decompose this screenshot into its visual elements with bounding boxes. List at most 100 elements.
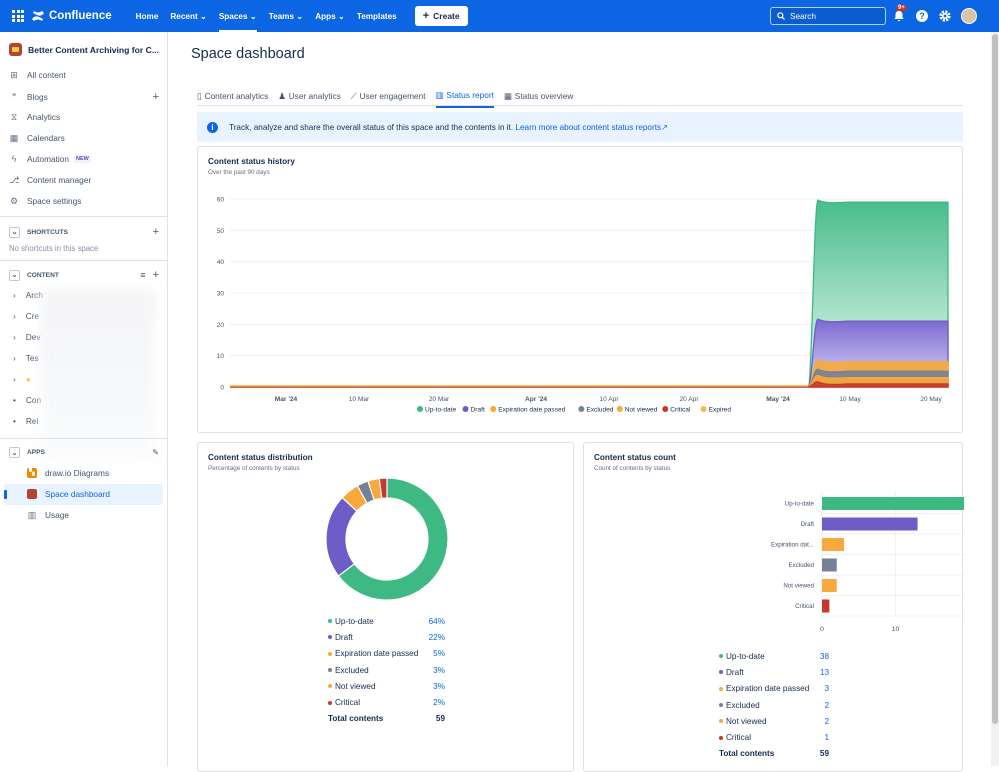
chevron-down-icon[interactable]: ⌄: [9, 447, 20, 458]
donut-slice-up-to-date: [337, 478, 449, 601]
apps-section-header[interactable]: ⌄ APPS ✎: [9, 447, 159, 458]
row-label: Up-to-date: [335, 616, 374, 626]
create-button[interactable]: + Create: [414, 6, 468, 26]
nav-home[interactable]: Home: [135, 11, 159, 21]
sidebar-item-blogs[interactable]: ” Blogs +: [9, 91, 159, 103]
app-switcher-icon[interactable]: [12, 10, 24, 22]
app-name: Confluence: [49, 10, 112, 22]
x-tick-label: 20 Apr: [679, 396, 699, 403]
row-value-link[interactable]: 5%: [433, 649, 445, 659]
sidebar-item-label: Usage: [45, 510, 69, 520]
sidebar-item-automation[interactable]: ϟ Automation NEW: [9, 154, 91, 164]
card-subtitle: Count of contents by status: [594, 465, 671, 472]
row-value-link[interactable]: 22%: [428, 632, 445, 642]
y-tick-label: 40: [217, 259, 225, 266]
person-icon: ♟: [278, 91, 286, 101]
tab-user-analytics[interactable]: ♟ User analytics: [278, 90, 341, 108]
row-label: Excluded: [726, 700, 760, 710]
row-name: Excluded: [719, 701, 760, 710]
nav-apps[interactable]: Apps ⌄: [309, 0, 351, 32]
tab-status-report[interactable]: ▥ Status report: [435, 90, 494, 108]
sidebar-app-space-dashboard[interactable]: Space dashboard: [27, 489, 110, 499]
nav-spaces[interactable]: Spaces ⌄: [213, 0, 263, 32]
status-dot-icon: [328, 651, 332, 656]
nav-teams[interactable]: Teams ⌄: [263, 0, 310, 32]
bullet-icon: •: [13, 416, 16, 426]
sidebar-item-label: Space dashboard: [45, 489, 111, 499]
row-name: Draft: [328, 633, 353, 642]
tree-item[interactable]: › Arch: [13, 290, 43, 300]
legend-label: Up-to-date: [425, 407, 456, 414]
content-title: CONTENT: [27, 271, 59, 279]
row-value-link[interactable]: 13: [819, 667, 829, 677]
settings-gear-icon[interactable]: [938, 9, 952, 23]
sidebar-app-usage[interactable]: ▥ Usage: [27, 510, 69, 520]
chevron-down-icon[interactable]: ⌄: [9, 269, 20, 281]
y-category-label: Draft: [801, 521, 815, 528]
tree-item[interactable]: › Cre: [13, 311, 39, 321]
table-row: Critical 1: [719, 729, 829, 745]
content-status-history-card: Content status history Over the past 90 …: [197, 146, 963, 433]
row-label: Not viewed: [726, 716, 767, 726]
calendar-icon: ▦: [9, 133, 19, 143]
content-section-header[interactable]: ⌄ CONTENT ≡ +: [9, 269, 159, 281]
nav-templates[interactable]: Templates: [356, 11, 397, 21]
edit-pencil-icon[interactable]: ✎: [152, 448, 159, 457]
row-value-link[interactable]: 64%: [428, 616, 445, 626]
tree-item[interactable]: › Tes: [13, 353, 39, 363]
y-tick-label: 20: [217, 322, 225, 329]
row-name: Critical: [719, 733, 751, 742]
info-banner: i Track, analyze and share the overall s…: [197, 112, 963, 142]
bar-critical: [822, 599, 830, 613]
row-value-link[interactable]: 2%: [433, 698, 445, 708]
sidebar-item-content-manager[interactable]: ⎇ Content manager: [9, 175, 91, 185]
chevron-down-icon[interactable]: ⌄: [9, 226, 20, 238]
add-shortcut-plus-icon[interactable]: +: [152, 226, 159, 238]
search-placeholder: Search: [790, 11, 816, 21]
row-value-link[interactable]: 3: [824, 684, 829, 694]
sidebar-item-all-content[interactable]: ⊞ All content: [9, 70, 66, 80]
notifications-icon[interactable]: [892, 9, 906, 23]
tree-item[interactable]: › Dev: [13, 332, 41, 342]
sidebar-item-label: Calendars: [27, 133, 65, 143]
tree-item[interactable]: › ●: [13, 374, 31, 384]
legend-swatch: [662, 406, 669, 412]
tab-user-engagement[interactable]: ⟋ User engagement: [351, 90, 426, 108]
confluence-logo[interactable]: Confluence: [31, 10, 112, 22]
table-row: Excluded 3%: [328, 662, 445, 678]
tab-status-overview[interactable]: ▦ Status overview: [504, 90, 573, 108]
row-value-link[interactable]: 38: [819, 651, 829, 661]
row-label: Critical: [726, 733, 752, 743]
row-value-link[interactable]: 1: [824, 733, 829, 743]
legend-swatch: [490, 406, 497, 412]
add-content-plus-icon[interactable]: +: [152, 269, 159, 281]
sidebar-item-analytics[interactable]: ⧖ Analytics: [9, 112, 60, 122]
add-blog-plus-icon[interactable]: +: [152, 91, 159, 103]
scrollbar-thumb[interactable]: [992, 34, 998, 724]
filter-icon[interactable]: ≡: [140, 270, 146, 280]
legend-label: Excluded: [586, 407, 613, 414]
sidebar-item-calendars[interactable]: ▦ Calendars: [9, 133, 65, 143]
row-value-link[interactable]: 2: [824, 700, 829, 710]
search-input[interactable]: Search: [770, 7, 886, 25]
tree-item[interactable]: • Con: [13, 395, 41, 405]
space-header[interactable]: Better Content Archiving for C...: [0, 32, 167, 56]
sidebar-app-drawio[interactable]: ▚ draw.io Diagrams: [27, 468, 109, 478]
row-value-link[interactable]: 3%: [433, 665, 445, 675]
learn-more-link[interactable]: Learn more about content status reports↗: [515, 123, 668, 132]
chevron-right-icon: ›: [13, 332, 16, 342]
y-category-label: Not viewed: [783, 583, 814, 590]
row-value-link[interactable]: 3%: [433, 681, 445, 691]
table-row: Draft 13: [719, 664, 829, 680]
page-scrollbar[interactable]: [991, 32, 999, 766]
shortcuts-section-header[interactable]: ⌄ SHORTCUTS +: [9, 226, 159, 238]
tree-item[interactable]: • Rel: [13, 416, 38, 426]
row-value-link[interactable]: 2: [824, 716, 829, 726]
help-icon[interactable]: ?: [915, 9, 929, 23]
tab-content-analytics[interactable]: ▯ Content analytics: [197, 90, 268, 108]
user-avatar[interactable]: [961, 8, 977, 24]
sidebar-item-space-settings[interactable]: ⚙ Space settings: [9, 196, 81, 206]
nav-recent[interactable]: Recent ⌄: [164, 0, 212, 32]
bar-chart-icon: ▥: [435, 90, 444, 100]
